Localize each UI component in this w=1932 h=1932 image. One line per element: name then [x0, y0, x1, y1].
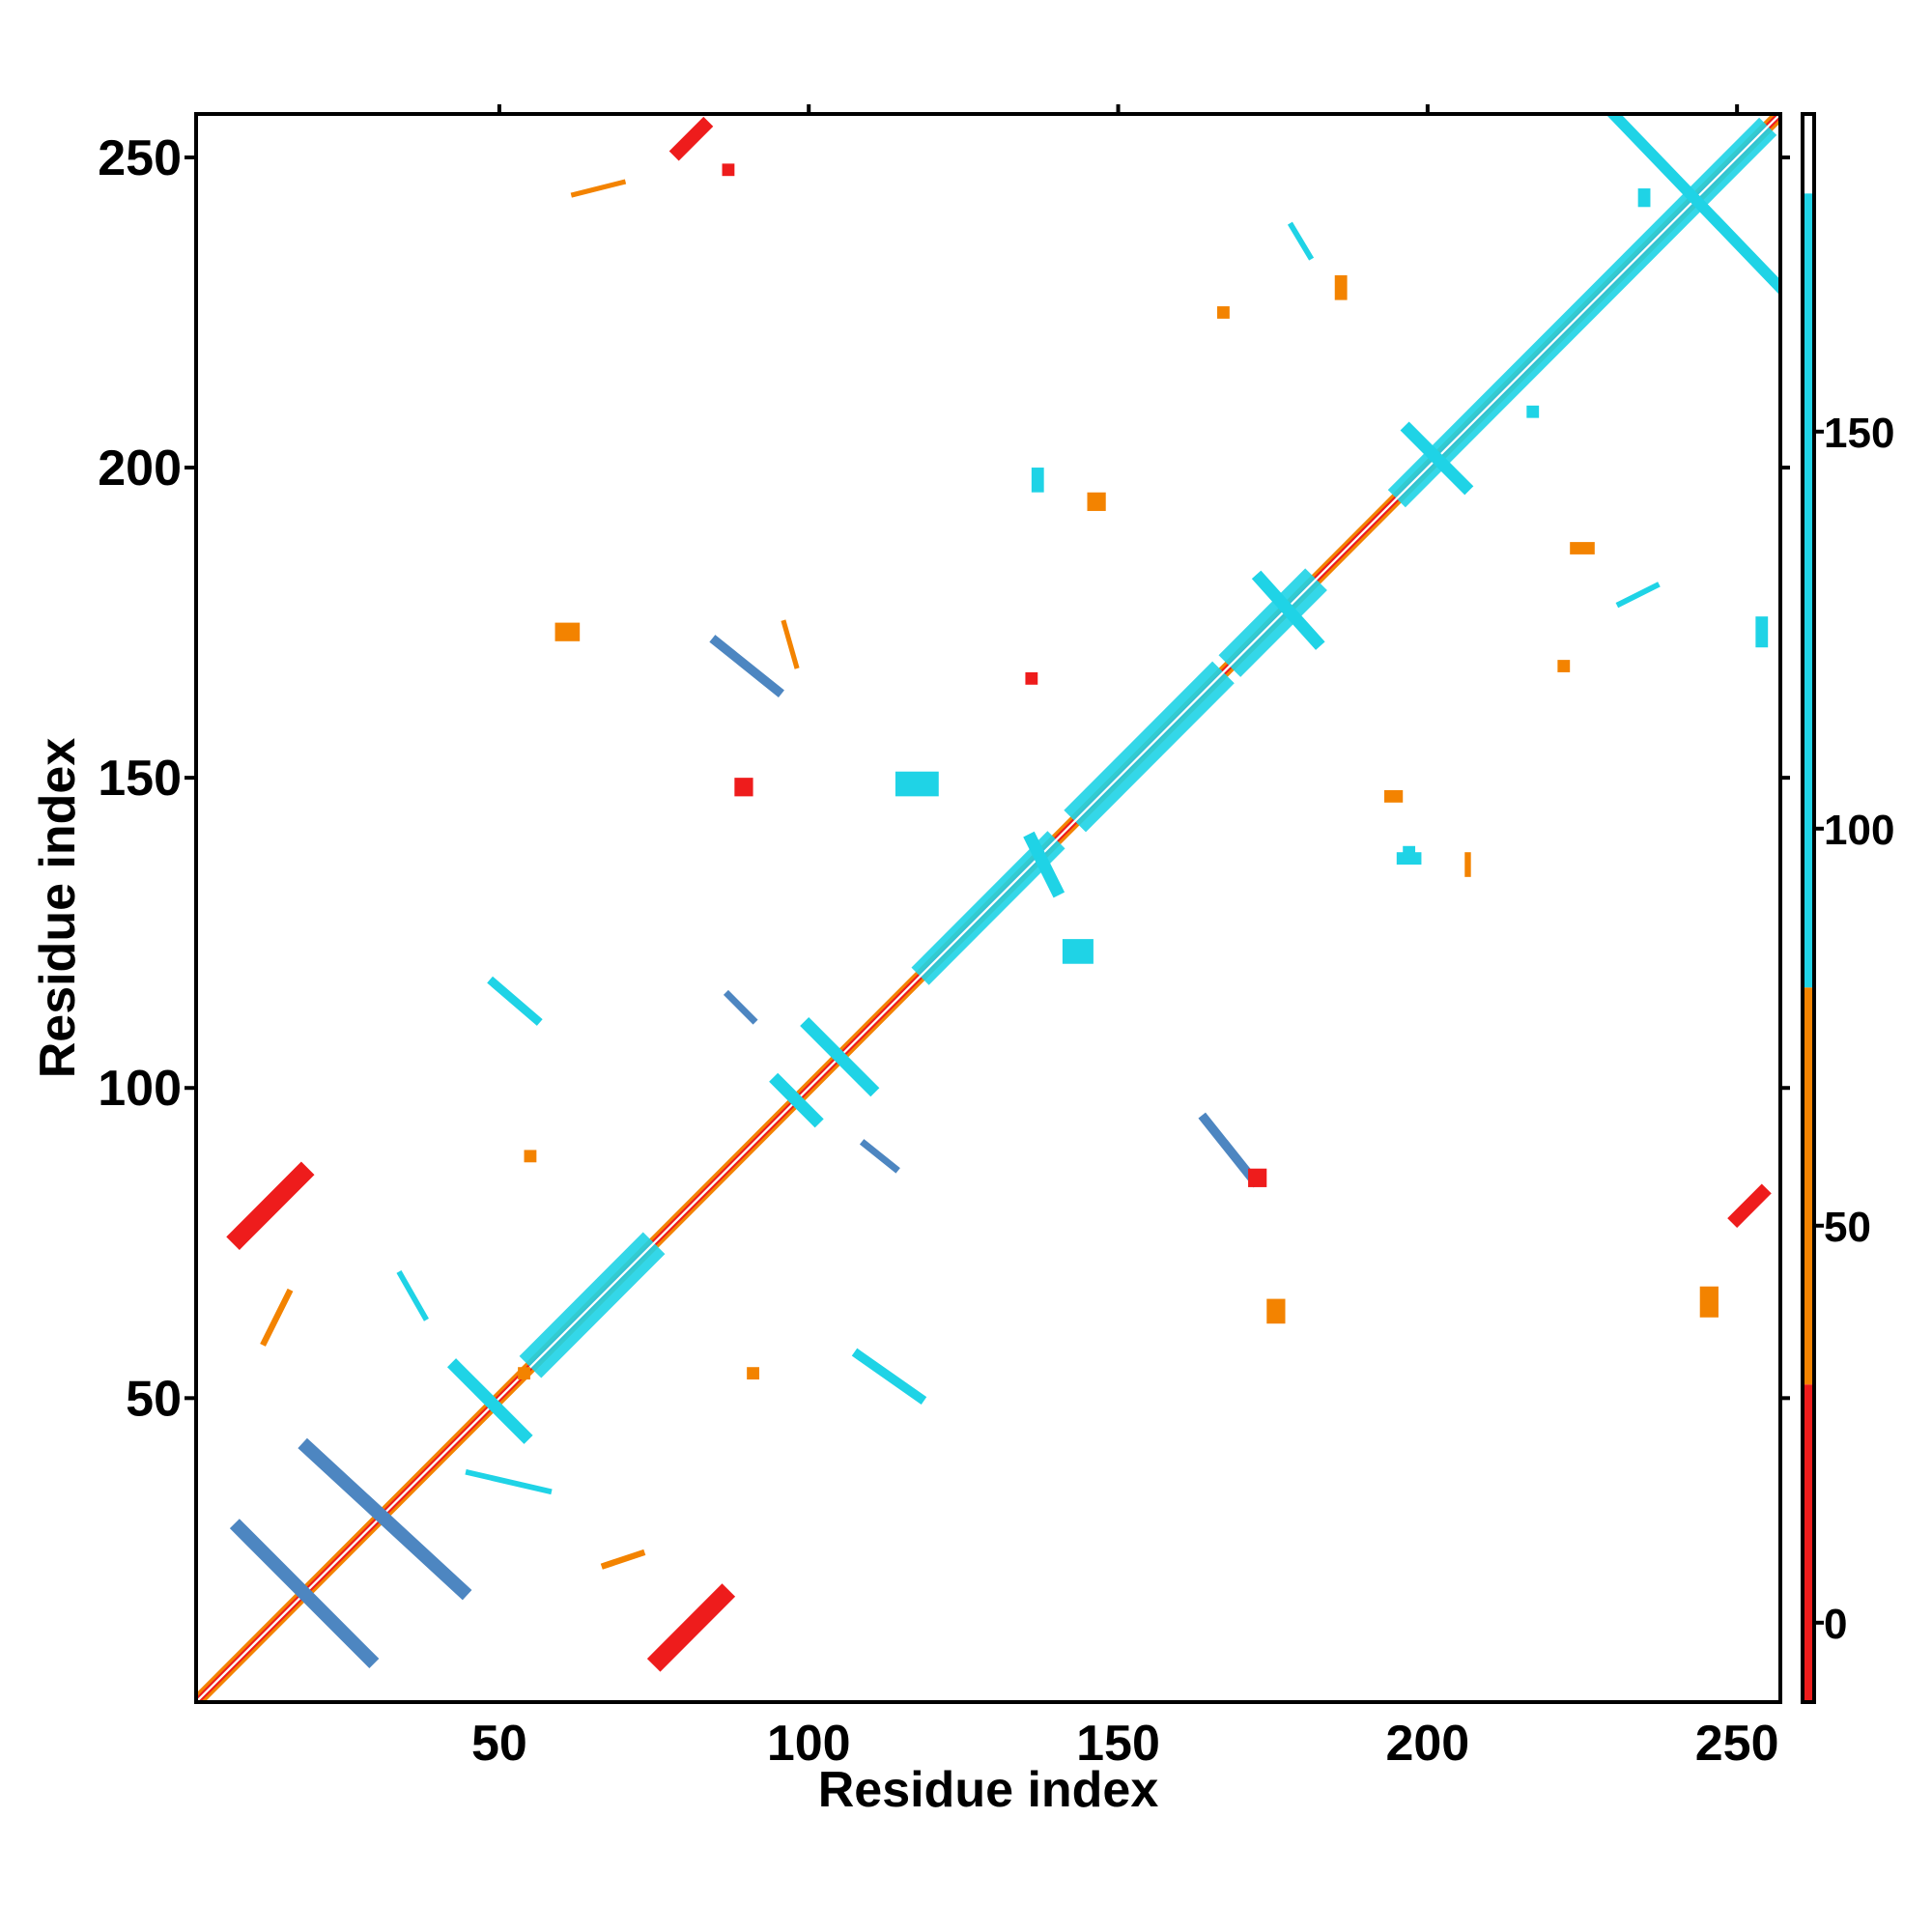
contact-patch — [1637, 188, 1651, 208]
contact-segment — [260, 1288, 294, 1347]
contact-segment — [1251, 570, 1325, 650]
contact-patch — [518, 1367, 530, 1380]
diagonal-core — [196, 114, 1780, 1702]
x-tick-label: 50 — [471, 1716, 527, 1772]
x-axis: 50 100 150 200 250 — [471, 104, 1779, 1772]
colorbar-tick-label: 50 — [1824, 1204, 1871, 1251]
contact-segment — [1727, 1183, 1772, 1229]
y-tick-label: 250 — [98, 130, 182, 186]
y-axis-title: Residue index — [30, 738, 86, 1079]
contact-patch — [1526, 405, 1540, 418]
colorbar-segment — [1803, 114, 1814, 194]
contact-segment — [1400, 421, 1474, 496]
contact-patch — [1464, 852, 1471, 877]
contact-patch — [1570, 542, 1595, 554]
contact-patch — [895, 771, 939, 797]
contact-segment — [781, 619, 800, 669]
colorbar: 0 50 100 150 — [1801, 112, 1894, 1704]
contact-segment — [487, 976, 543, 1026]
colorbar-tick-label: 100 — [1824, 807, 1894, 854]
contact-patch — [1557, 660, 1571, 672]
contact-segment — [229, 1519, 380, 1669]
heatmap-cells — [196, 114, 1780, 1702]
y-tick-label: 50 — [126, 1371, 182, 1427]
x-tick-label: 150 — [1076, 1716, 1160, 1772]
contact-patch — [1384, 789, 1404, 803]
plot-frame — [194, 112, 1782, 1704]
contact-patch — [554, 622, 581, 641]
contact-segment — [570, 179, 627, 198]
x-tick-label: 200 — [1385, 1716, 1469, 1772]
colorbar-frame — [1801, 112, 1816, 1704]
colorbar-tick-label: 150 — [1824, 410, 1894, 457]
y-tick-label: 150 — [98, 751, 182, 807]
contact-patch — [1699, 1286, 1719, 1318]
contact-segment — [800, 1016, 880, 1097]
contact-segment — [859, 1139, 900, 1174]
contact-segment — [226, 1161, 315, 1250]
contact-patch — [1087, 492, 1106, 511]
x-axis-title: Residue index — [818, 1762, 1159, 1818]
contact-patch — [1266, 1298, 1286, 1324]
contact-patch — [734, 778, 753, 797]
contact-segment — [447, 1358, 533, 1444]
contact-segment — [1198, 1112, 1262, 1188]
contact-patch — [747, 1367, 759, 1380]
colorbar-segment — [1803, 193, 1814, 988]
contact-patch — [722, 163, 735, 177]
contact-segment — [851, 1348, 927, 1406]
colorbar-segment — [1803, 1384, 1814, 1702]
contact-patch — [1755, 616, 1769, 648]
colorbar-tick-label: 0 — [1824, 1601, 1847, 1648]
contact-segment — [723, 989, 758, 1025]
contact-patch — [1062, 939, 1094, 964]
colorbar-segment — [1803, 987, 1814, 1385]
contact-segment — [298, 1437, 472, 1601]
contact-patch — [524, 1150, 537, 1163]
contact-segment — [1615, 582, 1661, 609]
contact-segment — [1287, 221, 1315, 261]
x-tick-label: 250 — [1695, 1716, 1779, 1772]
y-tick-label: 100 — [98, 1061, 182, 1117]
contact-segment — [1605, 114, 1780, 296]
contact-segment — [1023, 831, 1065, 898]
contact-patch — [1031, 468, 1044, 493]
contact-patch — [1217, 306, 1230, 319]
contact-segment — [465, 1468, 553, 1495]
y-axis: 50 100 150 200 250 — [98, 130, 1790, 1427]
contact-segment — [646, 1583, 736, 1672]
contact-patch — [1334, 274, 1348, 300]
x-tick-label: 100 — [767, 1716, 851, 1772]
contact-patch — [1025, 671, 1038, 685]
contact-segment — [668, 116, 714, 161]
contact-segment — [709, 635, 784, 697]
contact-segment — [769, 1072, 824, 1128]
contact-patch — [1403, 845, 1416, 859]
contact-segment — [396, 1269, 429, 1321]
y-tick-label: 200 — [98, 440, 182, 497]
contact-patch — [1248, 1168, 1267, 1187]
contact-segment — [600, 1548, 646, 1570]
